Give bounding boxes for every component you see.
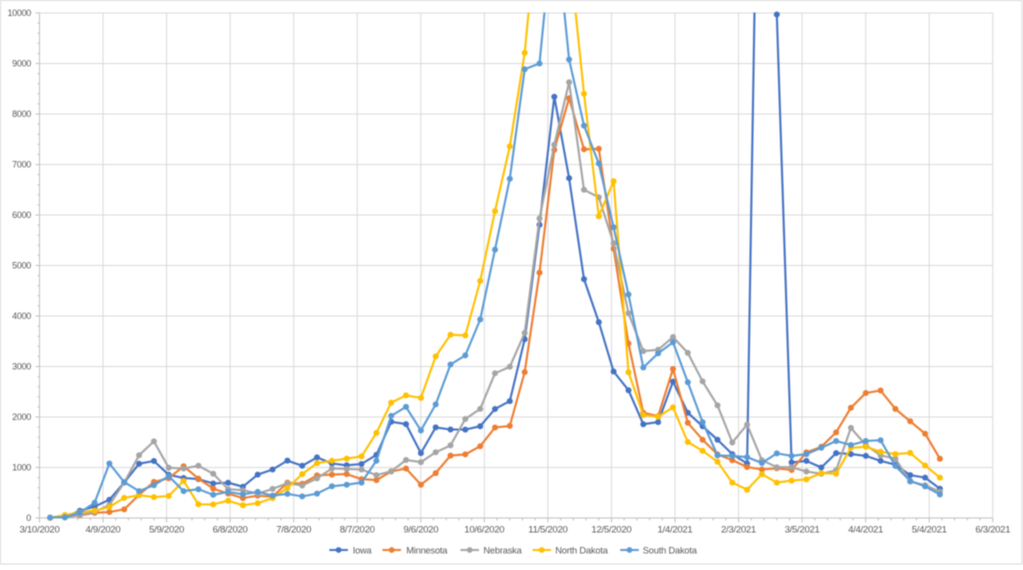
svg-text:9000: 9000	[12, 59, 31, 69]
svg-text:Iowa: Iowa	[353, 545, 373, 555]
svg-text:5/9/2020: 5/9/2020	[149, 525, 184, 536]
svg-text:6/3/2021: 6/3/2021	[975, 525, 1010, 536]
svg-text:7/8/2020: 7/8/2020	[276, 525, 311, 536]
svg-text:8/7/2020: 8/7/2020	[340, 525, 375, 536]
svg-text:2/3/2021: 2/3/2021	[721, 525, 756, 536]
svg-text:4/9/2020: 4/9/2020	[86, 525, 121, 536]
svg-text:1000: 1000	[12, 463, 31, 473]
svg-text:7000: 7000	[12, 160, 31, 170]
svg-text:5/4/2021: 5/4/2021	[912, 525, 947, 536]
svg-text:3/10/2020: 3/10/2020	[20, 525, 60, 536]
svg-text:South Dakota: South Dakota	[643, 545, 698, 555]
svg-text:8000: 8000	[12, 109, 31, 119]
svg-text:12/5/2020: 12/5/2020	[591, 525, 631, 536]
svg-text:Minnesota: Minnesota	[406, 545, 448, 555]
svg-text:5000: 5000	[12, 261, 31, 271]
svg-text:11/5/2020: 11/5/2020	[528, 525, 567, 536]
svg-text:6000: 6000	[12, 210, 31, 220]
svg-text:4/4/2021: 4/4/2021	[848, 525, 883, 536]
svg-text:10/6/2020: 10/6/2020	[464, 525, 504, 536]
svg-text:3000: 3000	[12, 362, 31, 372]
svg-text:0: 0	[26, 513, 31, 523]
svg-text:North Dakota: North Dakota	[555, 545, 608, 555]
svg-text:6/8/2020: 6/8/2020	[213, 525, 248, 536]
svg-text:3/5/2021: 3/5/2021	[785, 525, 820, 536]
svg-text:1/4/2021: 1/4/2021	[658, 525, 693, 536]
svg-text:2000: 2000	[12, 412, 31, 422]
svg-text:4000: 4000	[12, 311, 31, 321]
svg-text:9/6/2020: 9/6/2020	[403, 525, 438, 536]
svg-text:10000: 10000	[7, 8, 31, 18]
svg-text:Nebraska: Nebraska	[483, 545, 522, 555]
